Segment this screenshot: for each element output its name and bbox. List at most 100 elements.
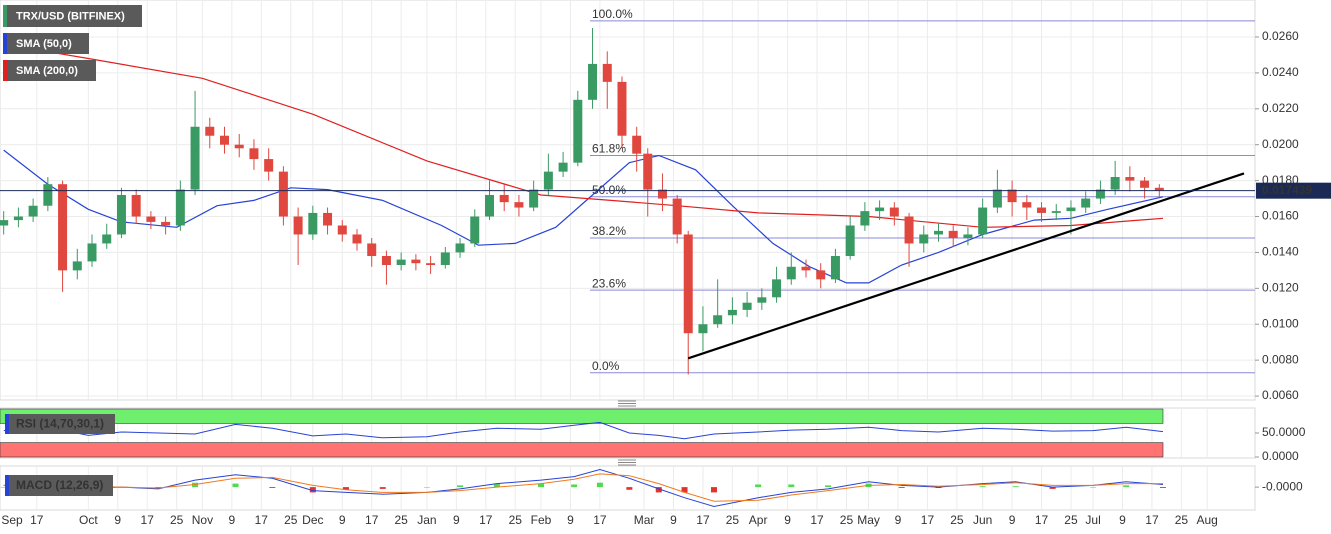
candle-body	[933, 230, 943, 235]
candle-body	[617, 81, 627, 136]
candle-body	[190, 126, 200, 190]
candle-body	[1037, 207, 1047, 213]
candle-body	[948, 230, 958, 239]
histogram-bar	[825, 485, 832, 488]
legend-label: SMA (200,0)	[16, 65, 78, 77]
candle-body	[43, 184, 53, 206]
legend-box[interactable]	[3, 5, 142, 27]
histogram-bar	[232, 483, 239, 488]
x-tick-label: Sep	[1, 513, 23, 527]
x-tick-label: Oct	[79, 513, 98, 527]
y-tick-label: 0.0120	[1262, 281, 1299, 295]
candle-body	[58, 184, 68, 271]
x-tick-label: Aug	[1196, 513, 1217, 527]
candle-body	[978, 207, 988, 235]
candle-body	[426, 263, 436, 265]
y-tick-label: 0.0240	[1262, 65, 1299, 79]
candle-body	[381, 256, 391, 265]
panel-handle[interactable]	[618, 400, 636, 407]
candle-body	[0, 220, 9, 226]
y-tick-label: 0.0220	[1262, 101, 1299, 115]
sma-line	[3, 149, 1164, 284]
last-price-label: 0.017439	[1262, 183, 1312, 197]
x-tick-label: 25	[394, 513, 408, 527]
histogram-bar	[1159, 487, 1166, 488]
candle-body	[588, 63, 598, 100]
x-tick-label: 25	[840, 513, 854, 527]
candle-body	[161, 221, 171, 226]
legend-box[interactable]	[3, 33, 89, 54]
histogram-bar	[1090, 487, 1097, 488]
y-tick-label: 50.0000	[1262, 425, 1306, 439]
x-tick-label: 17	[1145, 513, 1159, 527]
x-tick-label: 9	[895, 513, 902, 527]
candle-body	[72, 261, 82, 271]
legend-swatch	[3, 60, 7, 81]
x-tick-label: 17	[255, 513, 269, 527]
candle-body	[1007, 189, 1017, 203]
x-tick-label: Jan	[417, 513, 436, 527]
candle-body	[919, 234, 929, 244]
overbought-band	[0, 408, 1164, 424]
legend-label: SMA (50,0)	[16, 38, 72, 50]
x-tick-label: 17	[365, 513, 379, 527]
oversold-band	[0, 442, 1164, 458]
y-tick-label: 0.0080	[1262, 352, 1299, 366]
x-tick-label: 17	[810, 513, 824, 527]
candle-body	[801, 266, 811, 271]
candle-body	[278, 171, 288, 217]
histogram-bar	[538, 483, 545, 488]
rsi-line	[3, 421, 1164, 440]
y-tick-label: 0.0160	[1262, 209, 1299, 223]
candle-body	[602, 63, 612, 82]
legend: TRX/USD (BITFINEX) SMA (50,0) SMA (200,0…	[3, 5, 142, 81]
x-tick-label: 9	[784, 513, 791, 527]
candle-body	[1022, 202, 1032, 208]
histogram-bar	[269, 487, 276, 488]
candle-body	[558, 162, 568, 172]
candle-body	[308, 212, 318, 235]
histogram-bar	[493, 483, 500, 488]
candle-body	[234, 144, 244, 149]
candle-body	[264, 159, 274, 172]
histogram-bar	[1012, 486, 1019, 488]
y-tick-label: 0.0000	[1262, 449, 1299, 463]
candle-body	[889, 207, 899, 217]
candle-body	[772, 279, 782, 298]
candle-body	[875, 207, 885, 212]
x-tick-label: 25	[726, 513, 740, 527]
x-tick-label: Jul	[1085, 513, 1100, 527]
fib-label: 0.0%	[592, 359, 620, 373]
legend-swatch	[3, 33, 7, 54]
x-tick-label: 9	[229, 513, 236, 527]
histogram-bar	[755, 484, 762, 488]
indicator-box	[5, 475, 113, 496]
candle-body	[1125, 177, 1135, 181]
candle-body	[337, 225, 347, 235]
candle-body	[1081, 198, 1091, 208]
candle-body	[499, 194, 509, 203]
histogram-bar	[309, 487, 316, 493]
candle-body	[698, 324, 708, 334]
panel-handle[interactable]	[618, 459, 636, 466]
x-tick-label: Dec	[302, 513, 323, 527]
histogram-bar	[710, 487, 717, 493]
candle-body	[323, 212, 333, 226]
candle-body	[293, 216, 303, 235]
candle-body	[573, 99, 583, 163]
x-tick-label: 17	[696, 513, 710, 527]
fib-label: 50.0%	[592, 183, 626, 197]
x-tick-label: 17	[921, 513, 935, 527]
x-tick-label: 9	[339, 513, 346, 527]
legend-box[interactable]	[3, 60, 96, 81]
candle-body	[411, 259, 421, 264]
candle-body	[643, 153, 653, 190]
price-panel	[0, 0, 1256, 401]
histogram-bar	[898, 487, 905, 488]
x-tick-label: 25	[950, 513, 964, 527]
x-tick-label: 9	[453, 513, 460, 527]
histogram-bar	[788, 484, 795, 488]
candle-body	[440, 252, 450, 265]
histogram-bar	[571, 484, 578, 488]
